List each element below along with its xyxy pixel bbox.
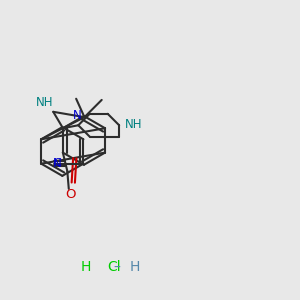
Text: NH: NH bbox=[125, 118, 142, 131]
Text: C: C bbox=[54, 158, 61, 168]
Text: N: N bbox=[53, 157, 62, 169]
Text: Cl: Cl bbox=[107, 260, 121, 274]
Text: H: H bbox=[80, 260, 91, 274]
Text: H: H bbox=[129, 260, 140, 274]
Text: –: – bbox=[114, 260, 121, 274]
Text: NH: NH bbox=[36, 96, 53, 109]
Text: N: N bbox=[73, 109, 82, 122]
Text: O: O bbox=[65, 188, 76, 201]
